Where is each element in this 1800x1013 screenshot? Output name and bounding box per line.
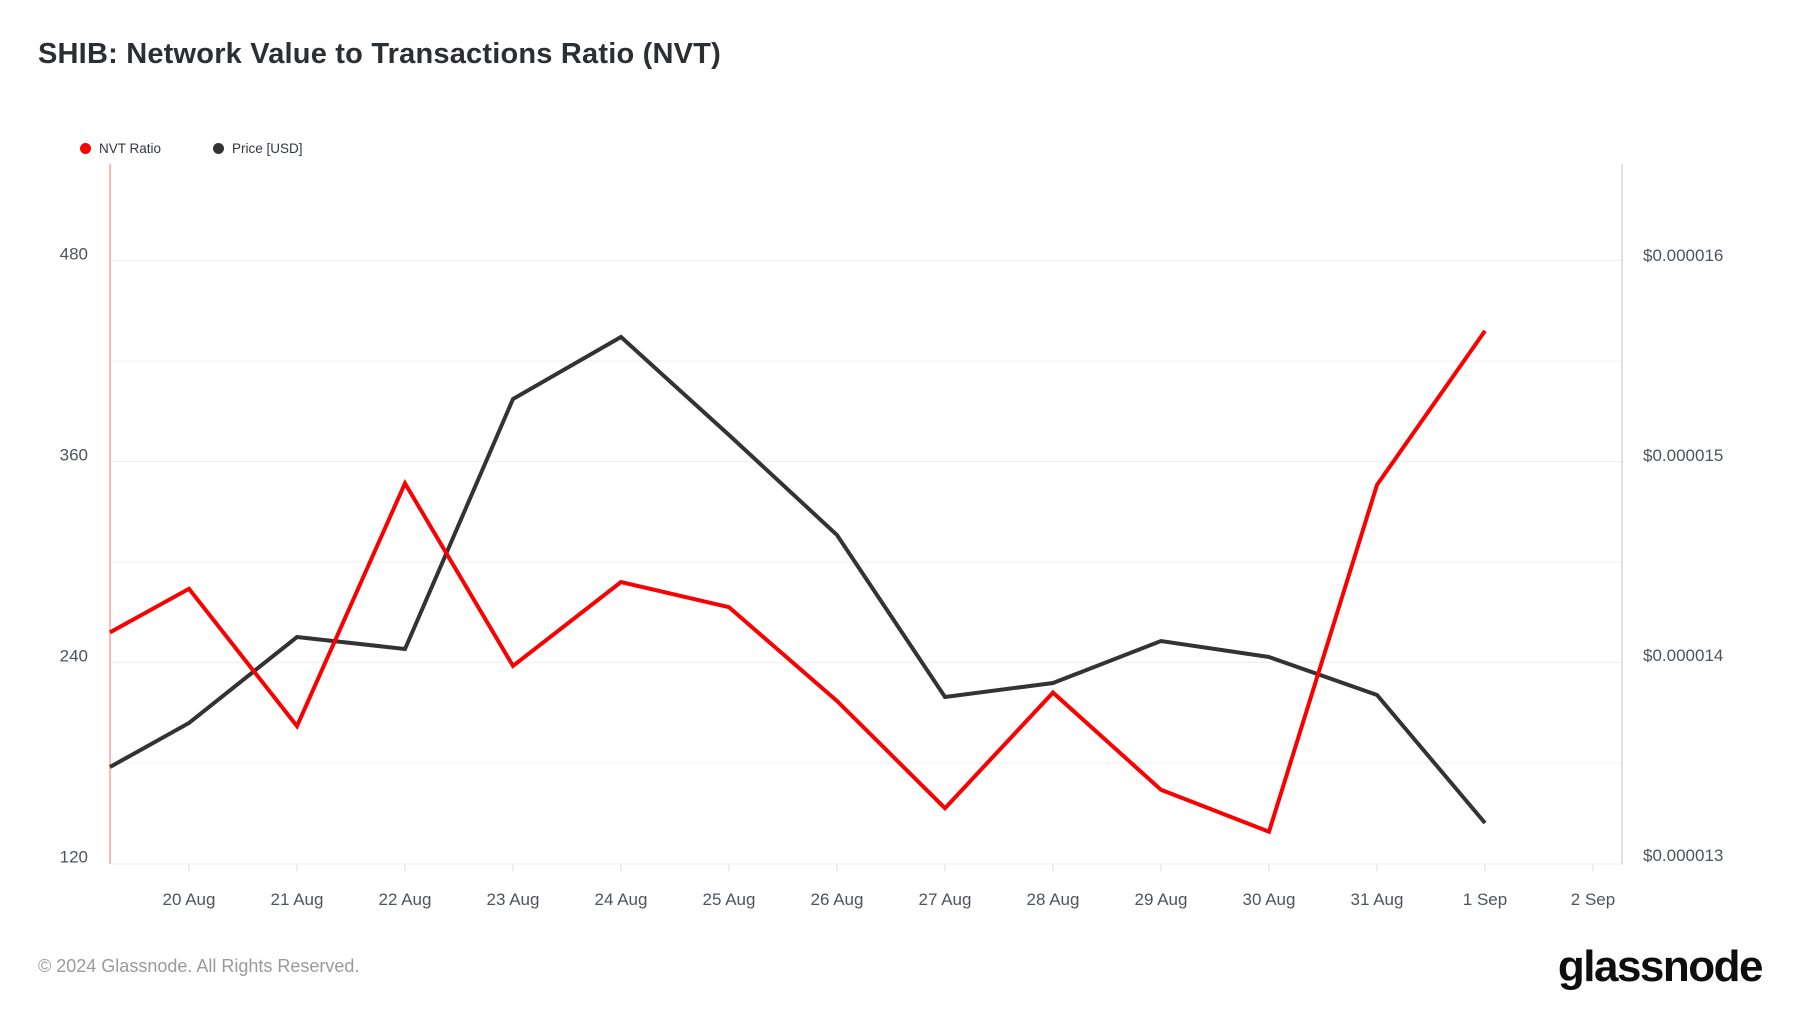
legend-label: NVT Ratio <box>99 141 162 156</box>
x-tick-label-22-aug: 22 Aug <box>379 890 432 909</box>
x-tick-label-26-aug: 26 Aug <box>811 890 864 909</box>
x-tick-label-31-aug: 31 Aug <box>1351 890 1404 909</box>
x-tick-label-23-aug: 23 Aug <box>487 890 540 909</box>
right-axis-label-0-000015: $0.000015 <box>1643 446 1723 465</box>
x-tick-label-30-aug: 30 Aug <box>1243 890 1296 909</box>
page-title: SHIB: Network Value to Transactions Rati… <box>38 38 721 70</box>
glassnode-logo: glassnode <box>1557 942 1764 991</box>
legend-item-price-usd[interactable]: Price [USD] <box>213 141 303 156</box>
x-tick-label-29-aug: 29 Aug <box>1135 890 1188 909</box>
legend-dot-nvt-ratio <box>80 143 91 154</box>
nvt-ratio-line[interactable] <box>109 329 1487 835</box>
chart-legend: NVT Ratio Price [USD] <box>80 141 303 156</box>
x-tick-label-21-aug: 21 Aug <box>271 890 324 909</box>
x-tick-label-24-aug: 24 Aug <box>595 890 648 909</box>
x-tick-label-20-aug: 20 Aug <box>163 890 216 909</box>
x-tick-label-1-sep: 1 Sep <box>1463 890 1507 909</box>
left-axis-label-360: 360 <box>60 446 88 465</box>
price-usd-line[interactable] <box>109 334 1487 825</box>
legend-item-nvt-ratio[interactable]: NVT Ratio <box>80 141 161 156</box>
legend-dot-price-usd <box>213 143 225 154</box>
right-axis-label-0-000016: $0.000016 <box>1643 246 1723 265</box>
right-axis-label-0-000013: $0.000013 <box>1643 846 1723 865</box>
x-tick-label-28-aug: 28 Aug <box>1027 890 1080 909</box>
x-tick-label-2-sep: 2 Sep <box>1571 890 1615 909</box>
copyright-text: © 2024 Glassnode. All Rights Reserved. <box>38 956 360 976</box>
left-axis-label-480: 480 <box>60 245 88 264</box>
right-axis-label-0-000014: $0.000014 <box>1643 646 1723 665</box>
legend-label: Price [USD] <box>232 141 303 156</box>
x-tick-label-27-aug: 27 Aug <box>919 890 972 909</box>
x-tick-label-25-aug: 25 Aug <box>703 890 756 909</box>
left-axis-label-240: 240 <box>60 647 88 666</box>
left-axis-label-120: 120 <box>60 848 88 867</box>
